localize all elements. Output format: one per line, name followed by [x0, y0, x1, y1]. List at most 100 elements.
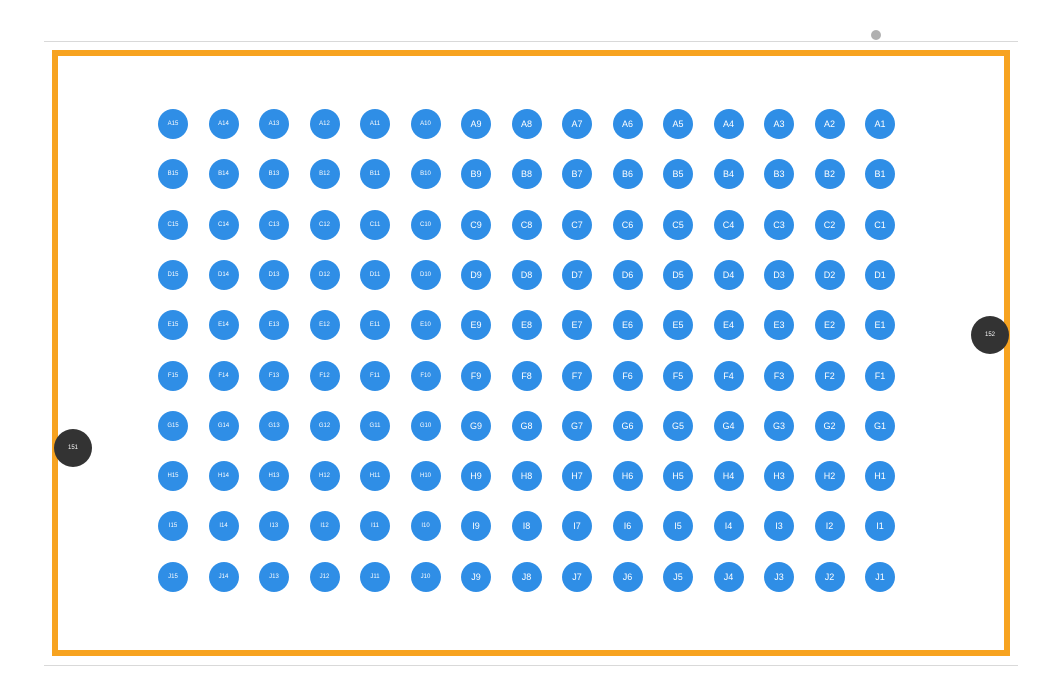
- bga-pin-h14: H14: [209, 461, 239, 491]
- bga-pin-j1: J1: [865, 562, 895, 592]
- frame-bottom: [52, 650, 1010, 656]
- bga-pin-a12: A12: [310, 109, 340, 139]
- bga-pin-j10: J10: [411, 562, 441, 592]
- bga-pin-i4: I4: [714, 511, 744, 541]
- bga-pin-f1: F1: [865, 361, 895, 391]
- bga-pin-e13: E13: [259, 310, 289, 340]
- bga-pin-c5: C5: [663, 210, 693, 240]
- bga-pin-c1: C1: [865, 210, 895, 240]
- bga-pin-a5: A5: [663, 109, 693, 139]
- bga-pin-g13: G13: [259, 411, 289, 441]
- bga-pin-c8: C8: [512, 210, 542, 240]
- bga-pin-j9: J9: [461, 562, 491, 592]
- bga-pin-c12: C12: [310, 210, 340, 240]
- bga-pin-b8: B8: [512, 159, 542, 189]
- bga-pin-d10: D10: [411, 260, 441, 290]
- bga-pin-h6: H6: [613, 461, 643, 491]
- bga-pin-c4: C4: [714, 210, 744, 240]
- bga-pin-c9: C9: [461, 210, 491, 240]
- pin1-marker: [871, 30, 881, 40]
- bga-pin-c6: C6: [613, 210, 643, 240]
- bga-pin-f12: F12: [310, 361, 340, 391]
- bga-pin-j3: J3: [764, 562, 794, 592]
- bga-pin-f4: F4: [714, 361, 744, 391]
- bga-pin-d1: D1: [865, 260, 895, 290]
- bga-pin-e9: E9: [461, 310, 491, 340]
- bga-pin-e2: E2: [815, 310, 845, 340]
- bga-pin-i14: I14: [209, 511, 239, 541]
- bga-pin-e5: E5: [663, 310, 693, 340]
- bga-pin-e14: E14: [209, 310, 239, 340]
- bga-pin-j2: J2: [815, 562, 845, 592]
- bga-pin-d6: D6: [613, 260, 643, 290]
- mount-hole-152: 152: [971, 316, 1009, 354]
- bga-pin-e1: E1: [865, 310, 895, 340]
- outer-line-top: [44, 41, 1018, 42]
- bga-pin-c13: C13: [259, 210, 289, 240]
- bga-pin-j11: J11: [360, 562, 390, 592]
- bga-pin-h5: H5: [663, 461, 693, 491]
- bga-pin-c15: C15: [158, 210, 188, 240]
- bga-pin-f14: F14: [209, 361, 239, 391]
- bga-pin-g6: G6: [613, 411, 643, 441]
- bga-pin-d7: D7: [562, 260, 592, 290]
- bga-pin-h10: H10: [411, 461, 441, 491]
- bga-pin-a9: A9: [461, 109, 491, 139]
- bga-pin-h4: H4: [714, 461, 744, 491]
- bga-pin-j12: J12: [310, 562, 340, 592]
- bga-pin-i10: I10: [411, 511, 441, 541]
- frame-top: [52, 50, 1010, 56]
- bga-pin-j8: J8: [512, 562, 542, 592]
- bga-pin-j4: J4: [714, 562, 744, 592]
- bga-pin-j13: J13: [259, 562, 289, 592]
- bga-pin-f11: F11: [360, 361, 390, 391]
- bga-pin-h8: H8: [512, 461, 542, 491]
- mount-hole-151: 151: [54, 429, 92, 467]
- bga-pin-h1: H1: [865, 461, 895, 491]
- bga-pin-a10: A10: [411, 109, 441, 139]
- bga-pin-c7: C7: [562, 210, 592, 240]
- bga-pin-e8: E8: [512, 310, 542, 340]
- bga-pin-b10: B10: [411, 159, 441, 189]
- bga-pin-c11: C11: [360, 210, 390, 240]
- bga-pin-j7: J7: [562, 562, 592, 592]
- bga-pin-c2: C2: [815, 210, 845, 240]
- bga-pin-b4: B4: [714, 159, 744, 189]
- frame-left: [52, 50, 58, 656]
- bga-pin-b2: B2: [815, 159, 845, 189]
- bga-pin-e15: E15: [158, 310, 188, 340]
- bga-pin-g7: G7: [562, 411, 592, 441]
- bga-pin-e12: E12: [310, 310, 340, 340]
- bga-pin-g1: G1: [865, 411, 895, 441]
- bga-pin-d12: D12: [310, 260, 340, 290]
- bga-pin-j15: J15: [158, 562, 188, 592]
- bga-pin-f8: F8: [512, 361, 542, 391]
- bga-pin-g14: G14: [209, 411, 239, 441]
- bga-pin-a1: A1: [865, 109, 895, 139]
- bga-pin-f2: F2: [815, 361, 845, 391]
- bga-pin-f13: F13: [259, 361, 289, 391]
- bga-pin-d4: D4: [714, 260, 744, 290]
- bga-pin-a8: A8: [512, 109, 542, 139]
- frame-right: [1004, 50, 1010, 656]
- bga-pin-d3: D3: [764, 260, 794, 290]
- bga-pin-f7: F7: [562, 361, 592, 391]
- bga-pin-a11: A11: [360, 109, 390, 139]
- bga-pin-a7: A7: [562, 109, 592, 139]
- bga-pin-e4: E4: [714, 310, 744, 340]
- bga-pin-f3: F3: [764, 361, 794, 391]
- bga-pin-e11: E11: [360, 310, 390, 340]
- bga-pin-b6: B6: [613, 159, 643, 189]
- bga-pin-a15: A15: [158, 109, 188, 139]
- bga-pin-g11: G11: [360, 411, 390, 441]
- bga-pin-j5: J5: [663, 562, 693, 592]
- bga-pin-e3: E3: [764, 310, 794, 340]
- bga-pin-g12: G12: [310, 411, 340, 441]
- bga-pin-h9: H9: [461, 461, 491, 491]
- bga-pin-d2: D2: [815, 260, 845, 290]
- bga-pin-g15: G15: [158, 411, 188, 441]
- bga-pin-c14: C14: [209, 210, 239, 240]
- bga-pin-a2: A2: [815, 109, 845, 139]
- bga-pin-i8: I8: [512, 511, 542, 541]
- bga-pin-e7: E7: [562, 310, 592, 340]
